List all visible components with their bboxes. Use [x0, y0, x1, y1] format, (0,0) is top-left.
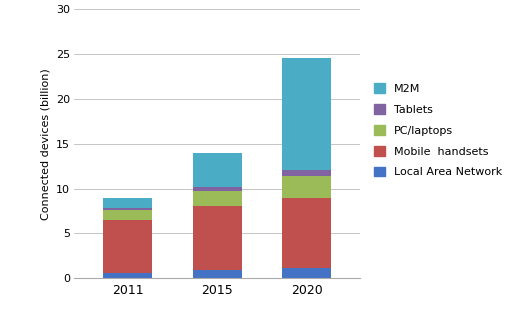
- Bar: [103, 210, 153, 220]
- Bar: [282, 58, 331, 170]
- Bar: [103, 208, 153, 210]
- Bar: [193, 187, 242, 191]
- Bar: [282, 268, 331, 278]
- Bar: [193, 153, 242, 187]
- Bar: [193, 270, 242, 278]
- Bar: [282, 170, 331, 176]
- Bar: [282, 176, 331, 198]
- Y-axis label: Connected devices (billion): Connected devices (billion): [40, 68, 50, 220]
- Legend: M2M, Tablets, PC/laptops, Mobile  handsets, Local Area Network: M2M, Tablets, PC/laptops, Mobile handset…: [372, 81, 505, 179]
- Bar: [282, 198, 331, 268]
- Bar: [103, 198, 153, 208]
- Bar: [193, 206, 242, 270]
- Bar: [193, 191, 242, 206]
- Bar: [103, 220, 153, 273]
- Bar: [103, 273, 153, 278]
